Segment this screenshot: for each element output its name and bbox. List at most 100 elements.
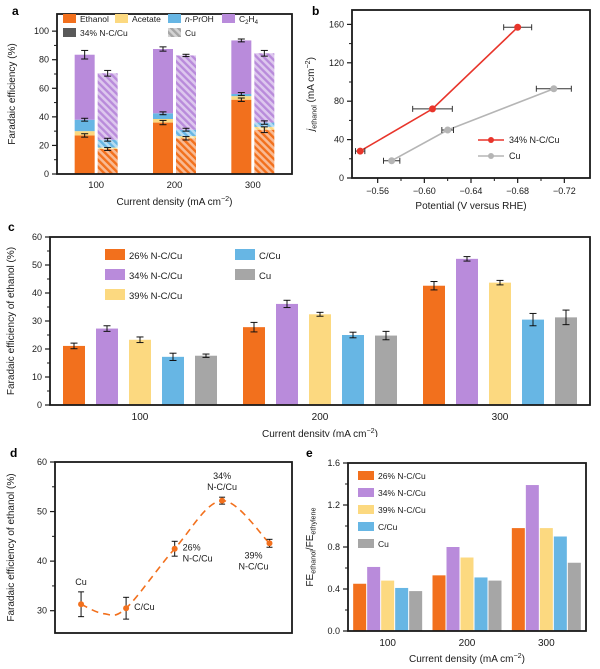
svg-text:Current density (mA cm−2): Current density (mA cm−2)	[116, 194, 232, 208]
dashed-curve-series	[78, 496, 273, 620]
svg-text:jethanol (mA cm−2): jethanol (mA cm−2)	[303, 57, 318, 133]
panel-c-chart: 100 200 300 0 10 20 30 40 50 60 Current density (m…	[6, 232, 591, 437]
svg-text:26% N-C/Cu: 26% N-C/Cu	[378, 471, 426, 481]
svg-text:300: 300	[492, 412, 509, 423]
axis-frame	[54, 461, 293, 634]
svg-text:40: 40	[37, 556, 47, 566]
svg-text:100: 100	[132, 412, 149, 423]
svg-text:40: 40	[334, 135, 344, 145]
y-axis: 30 40 50 60	[37, 457, 55, 616]
svg-text:Ethanol: Ethanol	[80, 14, 109, 24]
svg-text:C/Cu: C/Cu	[378, 522, 398, 532]
svg-text:Cu: Cu	[185, 28, 196, 38]
panel-letter-a: a	[12, 4, 19, 18]
panel-d-chart: 30405060CuC/Cu26%N-C/Cu34%N-C/Cu39%N-C/C…	[6, 457, 293, 634]
svg-text:34%: 34%	[213, 471, 231, 481]
svg-text:120: 120	[329, 58, 344, 68]
y-axis: 0 20 40 60 80 100	[34, 26, 57, 179]
panel-letter-c: c	[8, 220, 15, 234]
panel-c: 100 200 300 0 10 20 30 40 50 60 Current density (m…	[0, 215, 600, 437]
svg-text:0.8: 0.8	[327, 542, 340, 552]
svg-text:Cu: Cu	[378, 539, 389, 549]
svg-text:Cu: Cu	[75, 577, 87, 587]
svg-text:20: 20	[39, 140, 49, 150]
svg-text:200: 200	[459, 638, 476, 649]
svg-text:C/Cu: C/Cu	[259, 251, 281, 262]
panel-d: 30 40 50 60 Cu C/Cu 26% N-C/Cu 34% N-C/Cu 39% N-C/C…	[0, 437, 300, 669]
axis-frame	[351, 9, 591, 179]
panel-e-chart: 100 200 300 0.0 0.4 0.8 1.2 1.6 Current density …	[305, 458, 587, 665]
svg-text:N-C/Cu: N-C/Cu	[238, 561, 268, 571]
svg-text:N-C/Cu: N-C/Cu	[207, 482, 237, 492]
stacked-bars	[74, 38, 275, 174]
y-axis: 0.0 0.4 0.8 1.2 1.6	[327, 458, 348, 636]
legend: 26% N-C/Cu 34% N-C/Cu 39% N-C/Cu C/Cu Cu	[105, 249, 281, 302]
svg-text:−0.68: −0.68	[506, 186, 529, 196]
panel-e: 100 200 300 0.0 0.4 0.8 1.2 1.6 Current density …	[300, 437, 600, 669]
x-axis: −0.56 −0.60 −0.64 −0.68 −0.72	[366, 178, 576, 196]
svg-text:34% N-C/Cu: 34% N-C/Cu	[509, 135, 560, 145]
svg-text:40: 40	[32, 288, 42, 298]
svg-text:34% N-C/Cu: 34% N-C/Cu	[378, 488, 426, 498]
svg-text:30: 30	[32, 316, 42, 326]
svg-text:−0.64: −0.64	[460, 186, 483, 196]
svg-text:Current density (mA cm−2): Current density (mA cm−2)	[262, 426, 378, 437]
svg-text:300: 300	[538, 638, 555, 649]
svg-text:Cu: Cu	[259, 271, 271, 282]
svg-text:60: 60	[39, 83, 49, 93]
svg-text:26%: 26%	[183, 543, 201, 553]
svg-text:80: 80	[39, 55, 49, 65]
svg-text:C2H4: C2H4	[239, 14, 259, 26]
svg-text:60: 60	[37, 457, 47, 467]
svg-text:200: 200	[312, 412, 329, 423]
legend: 34% N-C/Cu Cu	[478, 135, 560, 161]
svg-text:39% N-C/Cu: 39% N-C/Cu	[378, 505, 426, 515]
svg-text:1.6: 1.6	[327, 458, 340, 468]
panel-a-chart: 100 200 300 0 20 40 60 80 100 Current density (mA…	[7, 13, 293, 208]
svg-text:C/Cu: C/Cu	[134, 602, 155, 612]
svg-text:n-PrOH: n-PrOH	[185, 14, 214, 24]
svg-text:80: 80	[334, 96, 344, 106]
legend: Ethanol Acetate n-PrOH C2H4 34% N-C/Cu Cu	[63, 14, 259, 38]
panel-letter-b: b	[312, 4, 320, 18]
svg-text:30: 30	[37, 606, 47, 616]
svg-text:N-C/Cu: N-C/Cu	[183, 554, 213, 564]
panel-b: 0 40 80 120 160 −0.56 −0.60 −0.64 −0.68 −0.72 34% …	[300, 0, 600, 215]
grouped-bars	[63, 256, 577, 405]
svg-text:34% N-C/Cu: 34% N-C/Cu	[129, 271, 182, 282]
svg-text:Acetate: Acetate	[132, 14, 161, 24]
svg-text:Faradaic efficiency of ethanol: Faradaic efficiency of ethanol (%)	[6, 473, 17, 621]
svg-text:Current density (mA cm−2): Current density (mA cm−2)	[409, 651, 525, 665]
panel-a: 100 200 300 0 20 40 60 80 100 Current density (mA…	[0, 0, 300, 215]
series	[355, 23, 572, 165]
svg-text:Faradaic efficiency of ethanol: Faradaic efficiency of ethanol (%)	[6, 247, 17, 395]
svg-text:20: 20	[32, 344, 42, 354]
svg-text:39% N-C/Cu: 39% N-C/Cu	[129, 291, 182, 302]
svg-text:39%: 39%	[244, 550, 262, 560]
svg-text:40: 40	[39, 112, 49, 122]
svg-text:−0.60: −0.60	[413, 186, 436, 196]
svg-text:160: 160	[329, 19, 344, 29]
svg-text:0: 0	[44, 169, 49, 179]
svg-text:26% N-C/Cu: 26% N-C/Cu	[129, 251, 182, 262]
svg-text:−0.72: −0.72	[553, 186, 576, 196]
y-axis: 0 10 20 30 40 50 60	[32, 232, 50, 410]
svg-text:Potential (V versus RHE): Potential (V versus RHE)	[415, 201, 526, 212]
svg-text:1.2: 1.2	[327, 500, 340, 510]
legend: 26% N-C/Cu 34% N-C/Cu 39% N-C/Cu C/Cu Cu	[358, 471, 426, 549]
svg-text:50: 50	[37, 507, 47, 517]
svg-text:Cu: Cu	[509, 151, 521, 161]
svg-text:0.0: 0.0	[327, 626, 340, 636]
svg-text:0: 0	[37, 400, 42, 410]
panel-letter-e: e	[306, 446, 313, 460]
svg-text:100: 100	[88, 180, 104, 191]
svg-text:10: 10	[32, 372, 42, 382]
panel-letter-d: d	[10, 446, 18, 460]
grouped-bars	[353, 485, 581, 631]
svg-text:34% N-C/Cu: 34% N-C/Cu	[80, 28, 128, 38]
svg-text:300: 300	[245, 180, 261, 191]
y-axis: 0 40 80 120 160	[329, 19, 352, 183]
svg-text:Faradaic efficiency (%): Faradaic efficiency (%)	[7, 43, 18, 145]
svg-text:50: 50	[32, 260, 42, 270]
svg-text:FEethanol/FEethylene: FEethanol/FEethylene	[305, 507, 318, 586]
